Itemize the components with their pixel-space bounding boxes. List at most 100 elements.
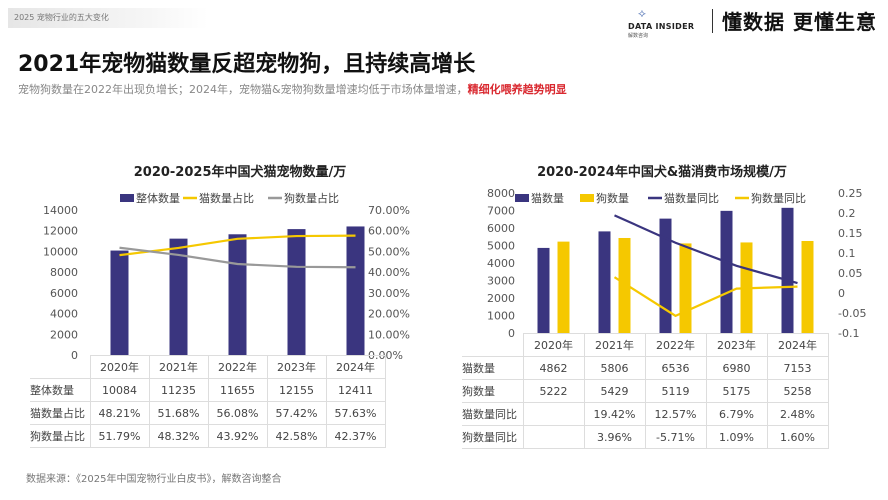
row-label: 猫数量占比 [30,401,91,425]
table-cell: 7153 [766,356,829,380]
y-tick-label: 2000 [487,292,515,305]
bar-整体数量 [110,250,129,355]
table-row: 猫数量 4862 5806 6536 6980 7153 [462,356,829,380]
right-data-table: 2020年 2021年 2022年 2023年 2024年 猫数量 4862 5806 6536… [462,333,829,449]
table-header-row: 2020年 2021年 2022年 2023年 2024年 [30,355,386,379]
table-row: 狗数量占比 51.79% 48.32% 43.92% 42.58% 42.37% [30,424,386,448]
category-label: 2021年 [583,333,646,357]
table-cell: -5.71% [644,425,707,449]
y2-tick-label: 0.05 [838,267,863,280]
bar-整体数量 [346,226,365,355]
bar-猫数量 [598,231,611,333]
table-cell: 6980 [705,356,768,380]
row-label: 狗数量 [462,379,524,403]
row-label: 狗数量占比 [30,424,91,448]
table-cell: 11655 [207,378,268,402]
y2-tick-label: 0.15 [838,227,863,240]
y2-tick-label: 10.00% [368,328,410,341]
y2-tick-label: 0.25 [838,187,863,200]
bar-整体数量 [169,238,188,355]
footer-source: 数据来源：《2025年中国宠物行业白皮书》，解数咨询整合 [26,474,282,485]
row-label: 猫数量同比 [462,402,524,426]
table-cell: 42.58% [266,424,327,448]
y-tick-label: 6000 [50,287,78,300]
y-tick-label: 0 [508,327,515,340]
table-cell: 5258 [766,379,829,403]
category-label: 2020年 [89,355,150,379]
table-cell [522,425,585,449]
bar-狗数量 [801,240,814,333]
logo-subtext: 解数咨询 [628,33,649,39]
category-label: 2023年 [705,333,768,357]
y2-tick-label: 40.00% [368,266,410,279]
category-label: 2024年 [325,355,386,379]
table-cell: 5806 [583,356,646,380]
page-subtitle: 宠物狗数量在2022年出现负增长；2024年，宠物猫&宠物狗数量增速均低于市场体… [18,81,567,97]
category-label: 2022年 [644,333,707,357]
y2-tick-label: 60.00% [368,225,410,238]
bar-猫数量 [537,247,550,333]
table-cell: 2.48% [766,402,829,426]
table-cell: 1.60% [766,425,829,449]
page-title: 2021年宠物猫数量反超宠物狗，且持续高增长 [18,52,476,77]
line-猫数量占比 [119,234,356,257]
subtitle-text: 宠物狗数量在2022年出现负增长；2024年，宠物猫&宠物狗数量增速均低于市场体… [18,83,468,96]
y-tick-label: 3000 [487,275,515,288]
category-label: 2020年 [522,333,585,357]
y2-tick-label: 0 [838,287,845,300]
y-tick-label: 7000 [487,205,515,218]
y-tick-label: 8000 [50,266,78,279]
table-cell: 57.63% [325,401,386,425]
y-tick-label: 0 [71,349,78,362]
y2-tick-label: 50.00% [368,245,410,258]
table-cell: 5175 [705,379,768,403]
table-cell: 5429 [583,379,646,403]
chart-title: 2020-2024年中国犬&猫消费市场规模/万 [537,164,787,180]
table-cell: 42.37% [325,424,386,448]
legend-label: 整体数量 [136,191,180,205]
left-data-table: 2020年 2021年 2022年 2023年 2024年 整体数量 10084 11235 1… [30,355,386,448]
line-狗数量占比 [119,246,356,269]
logo-mark-icon: ⟡ [638,6,646,20]
bar-狗数量 [618,237,631,333]
section-label: 2025 宠物行业的五大变化 [8,8,208,28]
table-row: 猫数量同比 19.42% 12.57% 6.79% 2.48% [462,402,829,426]
table-cell: 57.42% [266,401,327,425]
table-row: 狗数量同比 3.96% -5.71% 1.09% 1.60% [462,425,829,449]
table-cell: 12411 [325,378,386,402]
bar-整体数量 [228,234,247,355]
legend-label: 猫数量占比 [199,191,254,205]
table-cell: 6536 [644,356,707,380]
table-cell: 51.68% [148,401,209,425]
y2-tick-label: 0.1 [838,247,856,260]
y2-tick-label: 70.00% [368,204,410,217]
row-label: 整体数量 [30,378,91,402]
table-cell: 4862 [522,356,585,380]
table-cell: 5119 [644,379,707,403]
legend-label: 猫数量同比 [664,192,719,205]
table-cell: 6.79% [705,402,768,426]
subtitle-highlight: 精细化喂养趋势明显 [467,83,567,96]
legend-swatch [515,194,529,202]
y-tick-label: 10000 [43,245,78,258]
y-tick-label: 8000 [487,187,515,200]
y-tick-label: 6000 [487,222,515,235]
table-cell: 12.57% [644,402,707,426]
y-tick-label: 1000 [487,310,515,323]
table-row: 狗数量 5222 5429 5119 5175 5258 [462,379,829,403]
legend-label: 狗数量占比 [284,191,339,205]
category-label: 2022年 [207,355,268,379]
table-cell: 11235 [148,378,209,402]
bar-狗数量 [679,243,692,333]
slogan: 懂数据 更懂生意 [722,10,877,34]
table-header-row: 2020年 2021年 2022年 2023年 2024年 [462,333,829,357]
y2-tick-label: -0.05 [838,307,866,320]
table-cell: 48.21% [89,401,150,425]
row-label: 狗数量同比 [462,425,524,449]
legend-label: 狗数量 [596,192,629,205]
table-cell: 48.32% [148,424,209,448]
table-cell: 12155 [266,378,327,402]
line-猫数量同比 [614,214,798,285]
y2-tick-label: 30.00% [368,287,410,300]
